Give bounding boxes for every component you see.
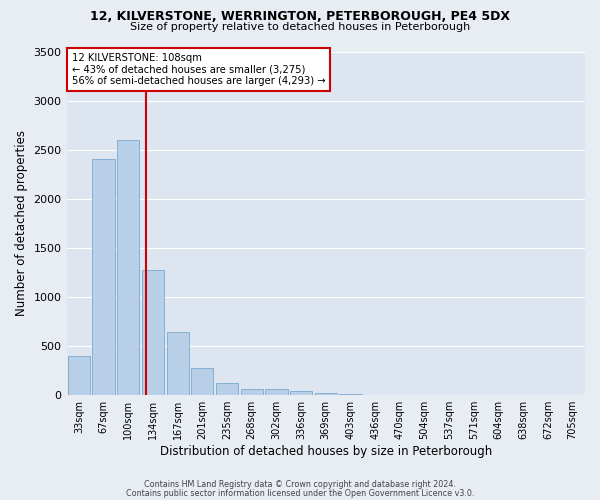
X-axis label: Distribution of detached houses by size in Peterborough: Distribution of detached houses by size … bbox=[160, 444, 492, 458]
Bar bbox=[265, 390, 287, 394]
Bar bbox=[92, 160, 115, 394]
Bar bbox=[117, 140, 139, 394]
Bar bbox=[241, 389, 263, 394]
Text: Contains public sector information licensed under the Open Government Licence v3: Contains public sector information licen… bbox=[126, 488, 474, 498]
Bar bbox=[216, 383, 238, 394]
Text: Size of property relative to detached houses in Peterborough: Size of property relative to detached ho… bbox=[130, 22, 470, 32]
Text: 12, KILVERSTONE, WERRINGTON, PETERBOROUGH, PE4 5DX: 12, KILVERSTONE, WERRINGTON, PETERBOROUG… bbox=[90, 10, 510, 23]
Text: 12 KILVERSTONE: 108sqm
← 43% of detached houses are smaller (3,275)
56% of semi-: 12 KILVERSTONE: 108sqm ← 43% of detached… bbox=[72, 53, 325, 86]
Bar bbox=[167, 332, 189, 394]
Text: Contains HM Land Registry data © Crown copyright and database right 2024.: Contains HM Land Registry data © Crown c… bbox=[144, 480, 456, 489]
Y-axis label: Number of detached properties: Number of detached properties bbox=[15, 130, 28, 316]
Bar bbox=[191, 368, 214, 394]
Bar bbox=[314, 392, 337, 394]
Bar bbox=[290, 392, 312, 394]
Bar bbox=[142, 270, 164, 394]
Bar bbox=[68, 356, 90, 395]
